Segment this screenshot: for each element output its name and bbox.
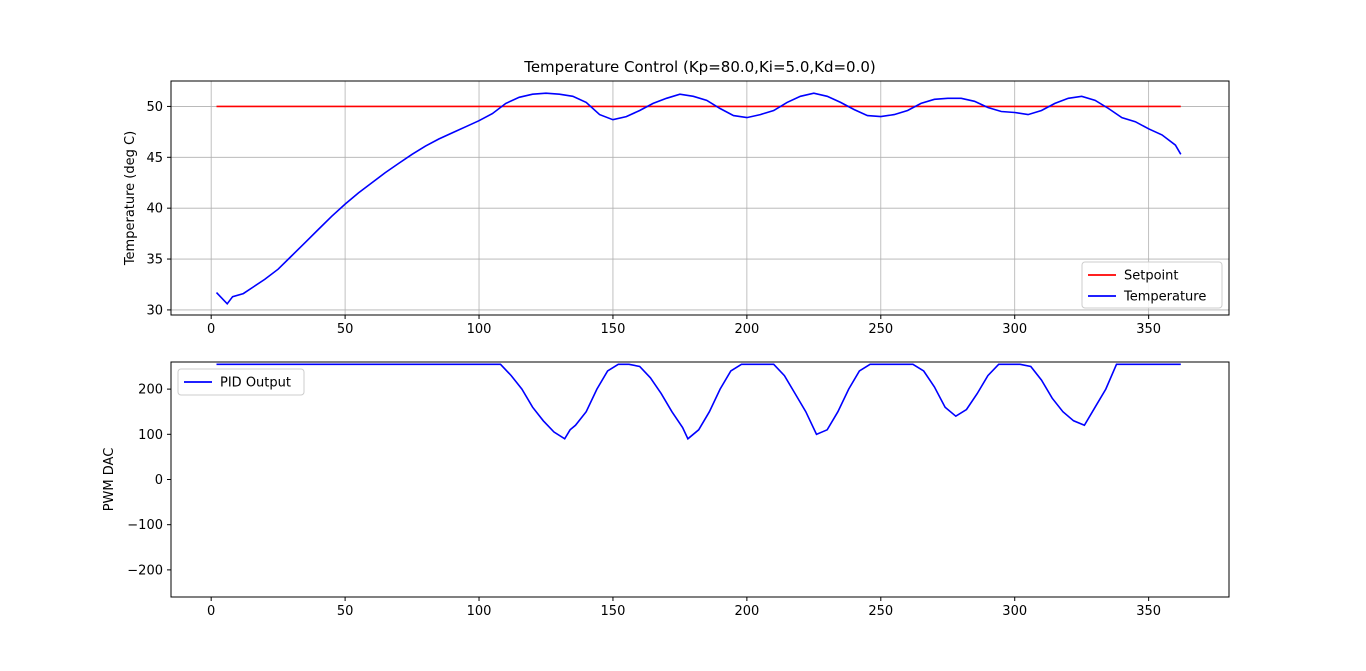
pid-output-panel: 0 50 100 150 200 250 300 350 −200 −100 0 100 200 PWM … [102, 361, 1230, 619]
y-tick-label: 100 [138, 428, 163, 443]
y-tick-label: 30 [146, 303, 163, 318]
legend-label: Temperature [1123, 290, 1206, 305]
legend-box [1081, 261, 1223, 309]
y-tick-label: 200 [138, 383, 163, 398]
legend-box [177, 368, 305, 396]
legend-label: PID Output [220, 376, 291, 391]
x-tick-label: 200 [734, 322, 759, 337]
y-tick-label: −200 [127, 563, 163, 578]
y-tick-label: 0 [155, 473, 163, 488]
chart-title: Temperature Control (Kp=80.0,Ki=5.0,Kd=0… [523, 58, 876, 76]
x-tick-label: 200 [734, 604, 759, 619]
x-tick-label: 100 [467, 604, 492, 619]
y-axis-label: Temperature (deg C) [123, 131, 138, 266]
x-tick-label: 300 [1002, 604, 1027, 619]
temperature-panel: 0 50 100 150 200 250 300 350 30 35 40 45 50 Temperatu… [123, 58, 1230, 337]
y-tick-label: 40 [146, 202, 163, 217]
y-axis-label: PWM DAC [102, 448, 117, 512]
x-tick-label: 250 [868, 322, 893, 337]
legend: PID Output [177, 368, 305, 396]
x-tick-label: 50 [337, 322, 354, 337]
y-tick-label: 35 [146, 253, 163, 268]
x-tick-label: 50 [337, 604, 354, 619]
x-tick-label: 250 [868, 604, 893, 619]
x-tick-label: 100 [467, 322, 492, 337]
series-line-pid-output [216, 363, 1181, 441]
x-tick-label: 0 [207, 604, 215, 619]
x-tick-label: 150 [601, 322, 626, 337]
legend-label: Setpoint [1124, 269, 1179, 284]
legend: Setpoint Temperature [1081, 261, 1223, 309]
x-tick-label: 150 [601, 604, 626, 619]
x-tick-label: 350 [1136, 322, 1161, 337]
x-tick-label: 350 [1136, 604, 1161, 619]
y-tick-label: −100 [127, 518, 163, 533]
y-tick-label: 50 [146, 100, 163, 115]
series-line-temperature [215, 92, 1182, 306]
plot-area [171, 81, 1229, 315]
plot-frame [170, 80, 1230, 316]
plot-area [171, 362, 1229, 597]
x-tick-label: 0 [207, 322, 215, 337]
x-tick-label: 300 [1002, 322, 1027, 337]
y-tick-label: 45 [146, 151, 163, 166]
